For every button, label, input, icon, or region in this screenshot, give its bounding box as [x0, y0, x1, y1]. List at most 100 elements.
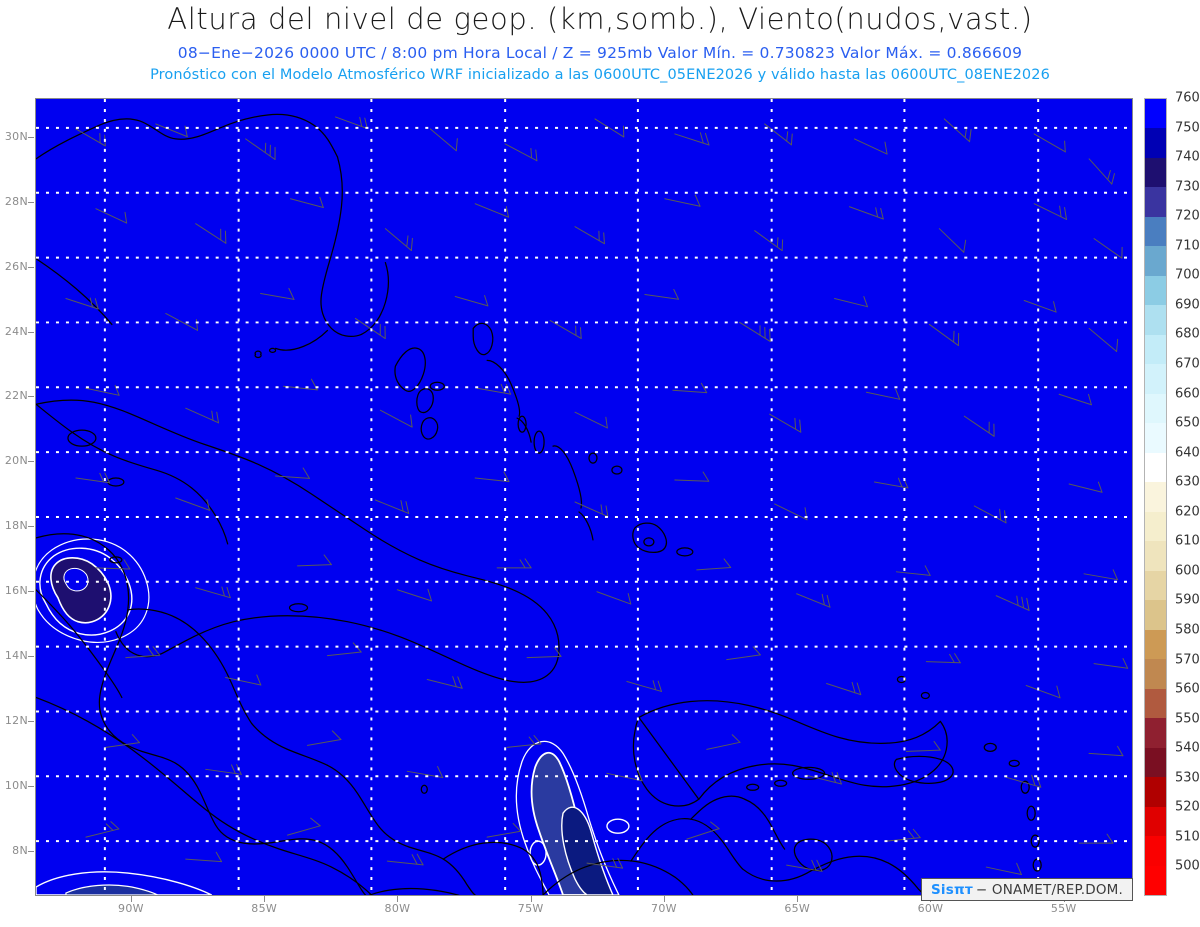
colorbar-swatch	[1145, 98, 1166, 129]
colorbar-swatch	[1145, 659, 1166, 689]
lon-tick-mark	[797, 896, 799, 902]
colorbar-tick-label: 640	[1175, 445, 1200, 461]
lat-tick-mark	[28, 526, 34, 528]
lon-tick-label: 80W	[384, 902, 411, 915]
lon-tick-mark	[130, 896, 132, 902]
colorbar-swatch	[1145, 187, 1166, 217]
colorbar-tick-label: 610	[1175, 533, 1200, 549]
colorbar-swatch	[1145, 600, 1166, 630]
lat-tick-mark	[28, 591, 34, 593]
colorbar-swatch	[1145, 541, 1166, 571]
lon-tick-label: 85W	[251, 902, 278, 915]
colorbar-tick-label: 560	[1175, 681, 1200, 697]
lon-tick-mark	[264, 896, 266, 902]
colorbar-tick-label: 760	[1175, 90, 1200, 106]
colorbar-tick-label: 670	[1175, 356, 1200, 372]
lat-tick-label: 26N	[4, 259, 28, 273]
lon-tick-label: 70W	[651, 902, 677, 915]
lat-tick-label: 24N	[4, 324, 28, 338]
lat-tick-label: 14N	[4, 648, 28, 662]
lat-tick-mark	[28, 785, 34, 787]
wind-barbs	[65, 116, 1129, 876]
colorbar-swatch	[1145, 629, 1166, 660]
contour-overlays	[36, 538, 630, 895]
colorbar-tick-label: 680	[1175, 326, 1200, 342]
colorbar-swatch	[1145, 570, 1166, 601]
model-info-line: Pronóstico con el Modelo Atmosférico WRF…	[150, 67, 1050, 83]
forecast-metadata-line: 08−Ene−2026 0000 UTC / 8:00 pm Hora Loca…	[177, 44, 1023, 62]
weather-map-canvas	[36, 99, 1132, 895]
brand-label: Sisπт	[931, 881, 973, 898]
lat-tick-label: 20N	[4, 454, 28, 468]
colorbar-tick-label: 730	[1175, 179, 1200, 195]
colorbar-tick-label: 650	[1175, 415, 1200, 431]
lon-tick-label: 75W	[517, 902, 544, 915]
colorbar-tick-label: 520	[1175, 799, 1200, 815]
map-plot-area[interactable]	[35, 98, 1133, 896]
colorbar-swatch	[1145, 275, 1166, 306]
lat-tick-mark	[28, 655, 34, 657]
colorbar-tick-label: 630	[1175, 474, 1200, 490]
lat-tick-mark	[28, 461, 34, 463]
colorbar-swatch	[1145, 806, 1166, 837]
lon-tick-mark	[530, 896, 532, 902]
colorbar-swatch	[1145, 836, 1166, 866]
colorbar-tick-label: 700	[1175, 267, 1200, 283]
lon-tick-mark	[397, 896, 399, 902]
colorbar-swatch	[1145, 364, 1166, 394]
lat-tick-label: 28N	[4, 194, 28, 208]
lat-tick-label: 10N	[4, 778, 28, 792]
lat-tick-mark	[28, 850, 34, 852]
colorbar-swatch	[1145, 865, 1166, 895]
colorbar-tick-label: 740	[1175, 149, 1200, 165]
colorbar-swatch	[1145, 747, 1166, 778]
colorbar-tick-label: 720	[1175, 208, 1200, 224]
lat-tick-mark	[28, 201, 34, 203]
colorbar-swatch	[1145, 452, 1166, 483]
chart-header: Altura del nivel de geop. (km,somb.), Vi…	[0, 0, 1200, 95]
colorbar-swatch	[1145, 482, 1166, 512]
colorbar-swatch	[1145, 688, 1166, 719]
colorbar-tick-label: 660	[1175, 386, 1200, 402]
colorbar-swatch	[1145, 777, 1166, 807]
shaded-field-base	[36, 99, 1132, 895]
lat-tick-mark	[28, 266, 34, 268]
lon-tick-label: 60W	[917, 902, 944, 915]
colorbar-tick-label: 620	[1175, 504, 1200, 520]
lat-tick-mark	[28, 136, 34, 138]
colorbar-swatch	[1145, 334, 1166, 365]
lat-tick-label: 12N	[4, 713, 28, 727]
colorbar-gradient[interactable]	[1144, 98, 1167, 896]
lat-tick-label: 22N	[4, 389, 28, 403]
colorbar-swatch	[1145, 305, 1166, 335]
colorbar-swatch	[1145, 128, 1166, 158]
coastlines	[36, 113, 1049, 895]
lat-tick-label: 30N	[4, 129, 28, 143]
colorbar-swatch	[1145, 511, 1166, 542]
colorbar-tick-label: 510	[1175, 829, 1200, 845]
colorbar-legend[interactable]: 500 510 520 530 540 550 560 570 580 590 600 610 620 6…	[1141, 91, 1200, 896]
colorbar-tick-label: 570	[1175, 652, 1200, 668]
colorbar-swatch	[1145, 718, 1166, 748]
colorbar-tick-label: 590	[1175, 592, 1200, 608]
lon-tick-mark	[663, 896, 665, 902]
colorbar-swatch	[1145, 423, 1166, 453]
lat-tick-label: 8N	[12, 843, 28, 857]
map-gridlines	[36, 99, 1132, 895]
lat-tick-mark	[28, 720, 34, 722]
lat-tick-mark	[28, 396, 34, 398]
organization-label: − ONAMET/REP.DOM.	[975, 881, 1124, 898]
colorbar-swatch	[1145, 216, 1166, 247]
colorbar-tick-label: 600	[1175, 563, 1200, 579]
lat-tick-mark	[28, 331, 34, 333]
colorbar-tick-label: 550	[1175, 711, 1200, 727]
colorbar-tick-label: 750	[1175, 120, 1200, 136]
lon-tick-label: 90W	[118, 902, 144, 915]
colorbar-swatch	[1145, 393, 1166, 424]
colorbar-swatch	[1145, 246, 1166, 276]
lat-tick-label: 16N	[4, 584, 28, 598]
colorbar-tick-label: 540	[1175, 740, 1200, 756]
colorbar-tick-label: 530	[1175, 770, 1200, 786]
lon-tick-label: 55W	[1050, 902, 1077, 915]
attribution-badge: Sisπт − ONAMET/REP.DOM.	[921, 878, 1134, 901]
